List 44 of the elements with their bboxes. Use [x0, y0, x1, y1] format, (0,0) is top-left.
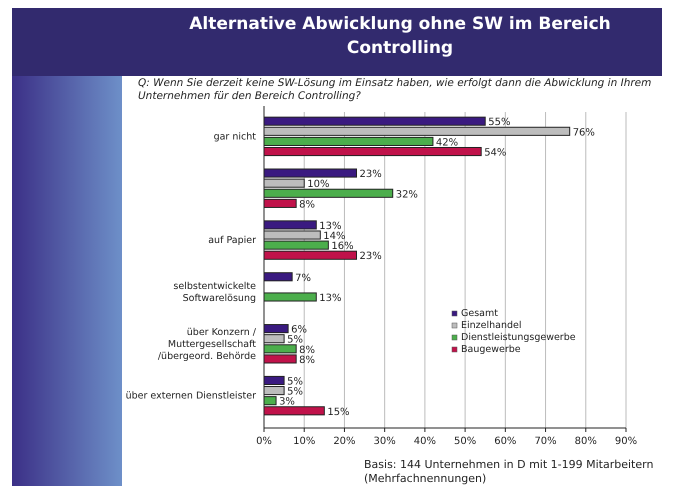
data-label: 8% — [299, 199, 316, 210]
x-tick-label: 90% — [614, 436, 638, 447]
data-label: 5% — [287, 334, 303, 346]
data-label: 23% — [360, 251, 382, 262]
x-tick-label: 30% — [374, 436, 396, 447]
legend-label: Baugewerbe — [461, 344, 521, 355]
y-tick-label: über externen Dienstleister — [126, 390, 256, 402]
data-label: 23% — [360, 169, 382, 180]
x-tick-label: 70% — [534, 436, 557, 447]
data-label: 8% — [299, 354, 316, 366]
y-tick-label: gar nicht — [214, 131, 256, 142]
y-tick-label: selbstentwickelte Softwarelösung — [173, 280, 256, 304]
x-tick-label: 60% — [494, 436, 516, 447]
data-label: 42% — [436, 137, 458, 148]
data-label: 14% — [323, 231, 346, 242]
legend-label: Gesamt — [461, 308, 498, 319]
x-tick-label: 10% — [293, 436, 316, 447]
chart-title: Alternative Abwicklung ohne SW im Bereich Controlling — [188, 13, 612, 60]
y-tick-label: auf Papier — [208, 235, 256, 246]
data-label: 13% — [319, 292, 342, 304]
data-label: 55% — [488, 117, 510, 128]
data-label: 10% — [307, 179, 330, 190]
chart-subtitle: Q: Wenn Sie derzeit keine SW-Lösung im Einsatz haben, wie erfolgt dann die Abwicklung in Ihrem Unternehmen für den Bereich Controlling? — [138, 77, 652, 103]
data-label: 32% — [396, 189, 418, 200]
data-label: 3% — [279, 396, 295, 408]
data-label: 54% — [484, 148, 506, 159]
legend-label: Einzelhandel — [461, 320, 522, 331]
x-tick-label: 20% — [333, 436, 356, 447]
data-label: 13% — [319, 220, 342, 232]
data-label: 5% — [287, 386, 303, 398]
data-label: 8% — [299, 344, 316, 356]
x-tick-label: 40% — [414, 436, 436, 447]
text: Basis: 144 Unternehmen in D mit 1-199 Mitarbeitern (Mehrfachnennungen) — [364, 458, 654, 485]
data-label: 76% — [572, 127, 595, 138]
data-label: 16% — [331, 241, 354, 252]
data-label: 6% — [291, 324, 308, 336]
legend-label: Dienstleistungsgewerbe — [461, 332, 576, 343]
data-label: 15% — [327, 406, 350, 418]
data-label: 5% — [287, 376, 303, 388]
data-label: 7% — [295, 272, 312, 284]
y-tick-label: über Konzern / Muttergesellschaft /übergeord. Behörde — [158, 326, 257, 362]
x-tick-label: 0% — [256, 436, 272, 447]
x-tick-label: 80% — [574, 436, 597, 447]
x-tick-label: 50% — [454, 436, 476, 447]
